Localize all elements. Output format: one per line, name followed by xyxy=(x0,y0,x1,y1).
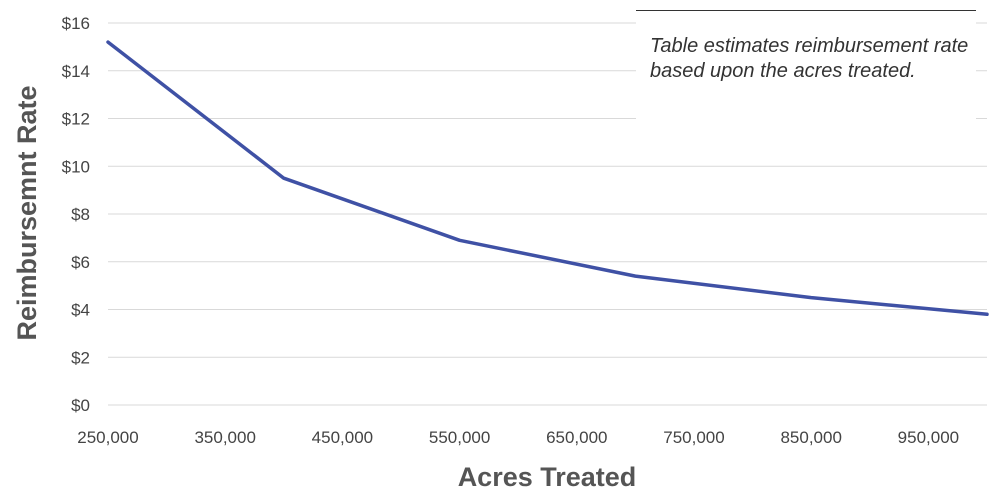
y-axis-ticks: $0 $2 $4 $6 $8 $10 $12 $14 $16 xyxy=(62,14,90,415)
annotation-text: Table estimates reimbursement rate based… xyxy=(650,35,969,82)
y-axis-title: Reimbursemnt Rate xyxy=(12,85,42,340)
x-tick-label: 550,000 xyxy=(429,428,490,447)
y-tick-label: $2 xyxy=(71,348,90,367)
x-axis-title: Acres Treated xyxy=(458,462,637,490)
y-tick-label: $12 xyxy=(62,110,90,129)
x-tick-label: 250,000 xyxy=(77,428,138,447)
y-tick-label: $4 xyxy=(71,301,90,320)
y-tick-label: $8 xyxy=(71,205,90,224)
y-tick-label: $16 xyxy=(62,14,90,33)
series-line-0 xyxy=(106,40,989,317)
y-tick-label: $14 xyxy=(62,62,90,81)
annotation-box xyxy=(636,10,976,122)
y-tick-label: $0 xyxy=(71,396,90,415)
grid-lines xyxy=(108,22,987,406)
y-tick-label: $10 xyxy=(62,157,90,176)
x-axis-ticks: 250,000 350,000 450,000 550,000 650,000 750,0… xyxy=(77,428,959,447)
series-group xyxy=(106,40,989,317)
x-tick-label: 650,000 xyxy=(546,428,607,447)
y-tick-label: $6 xyxy=(71,253,90,272)
x-tick-label: 850,000 xyxy=(780,428,841,447)
x-tick-label: 950,000 xyxy=(898,428,959,447)
x-tick-label: 350,000 xyxy=(194,428,255,447)
x-tick-label: 450,000 xyxy=(312,428,373,447)
x-tick-label: 750,000 xyxy=(663,428,724,447)
